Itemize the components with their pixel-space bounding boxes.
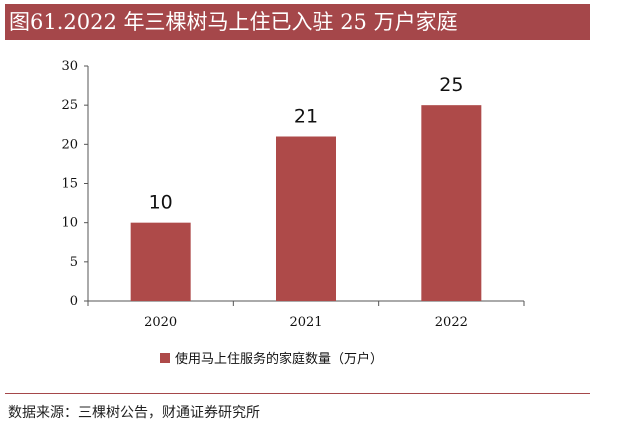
bar-2021 <box>276 136 336 301</box>
data-label-2021: 21 <box>294 106 318 128</box>
data-label-2020: 10 <box>149 192 173 214</box>
legend-label: 使用马上住服务的家庭数量（万户） <box>175 351 383 367</box>
data-label-2022: 25 <box>439 74 463 96</box>
source-divider <box>5 393 590 394</box>
y-tick-label: 15 <box>61 177 78 192</box>
x-tick-label-2021: 2021 <box>289 315 322 330</box>
y-tick-label: 20 <box>61 137 78 152</box>
figure-title: 图61.2022 年三棵树马上住已入驻 25 万户家庭 <box>5 4 590 40</box>
legend-swatch <box>160 353 170 363</box>
y-tick-label: 0 <box>70 294 78 309</box>
x-tick-label-2022: 2022 <box>435 315 468 330</box>
y-tick-label: 30 <box>61 59 78 74</box>
x-tick-label-2020: 2020 <box>144 315 177 330</box>
y-tick-label: 25 <box>61 98 78 113</box>
bar-chart: 0 5 10 15 20 25 30 2020 2021 2022 10 21 25 使用马上住服务的… <box>61 59 525 367</box>
chart-legend: 使用马上住服务的家庭数量（万户） <box>160 351 383 367</box>
chart-axes: 0 5 10 15 20 25 30 2020 2021 2022 <box>61 59 525 330</box>
y-tick-label: 5 <box>70 255 78 270</box>
chart-bars: 10 21 25 <box>130 74 482 302</box>
bar-2022 <box>421 105 482 302</box>
data-source-note: 数据来源：三棵树公告，财通证券研究所 <box>8 405 260 421</box>
y-tick-label: 10 <box>61 216 78 231</box>
bar-2020 <box>130 222 191 301</box>
